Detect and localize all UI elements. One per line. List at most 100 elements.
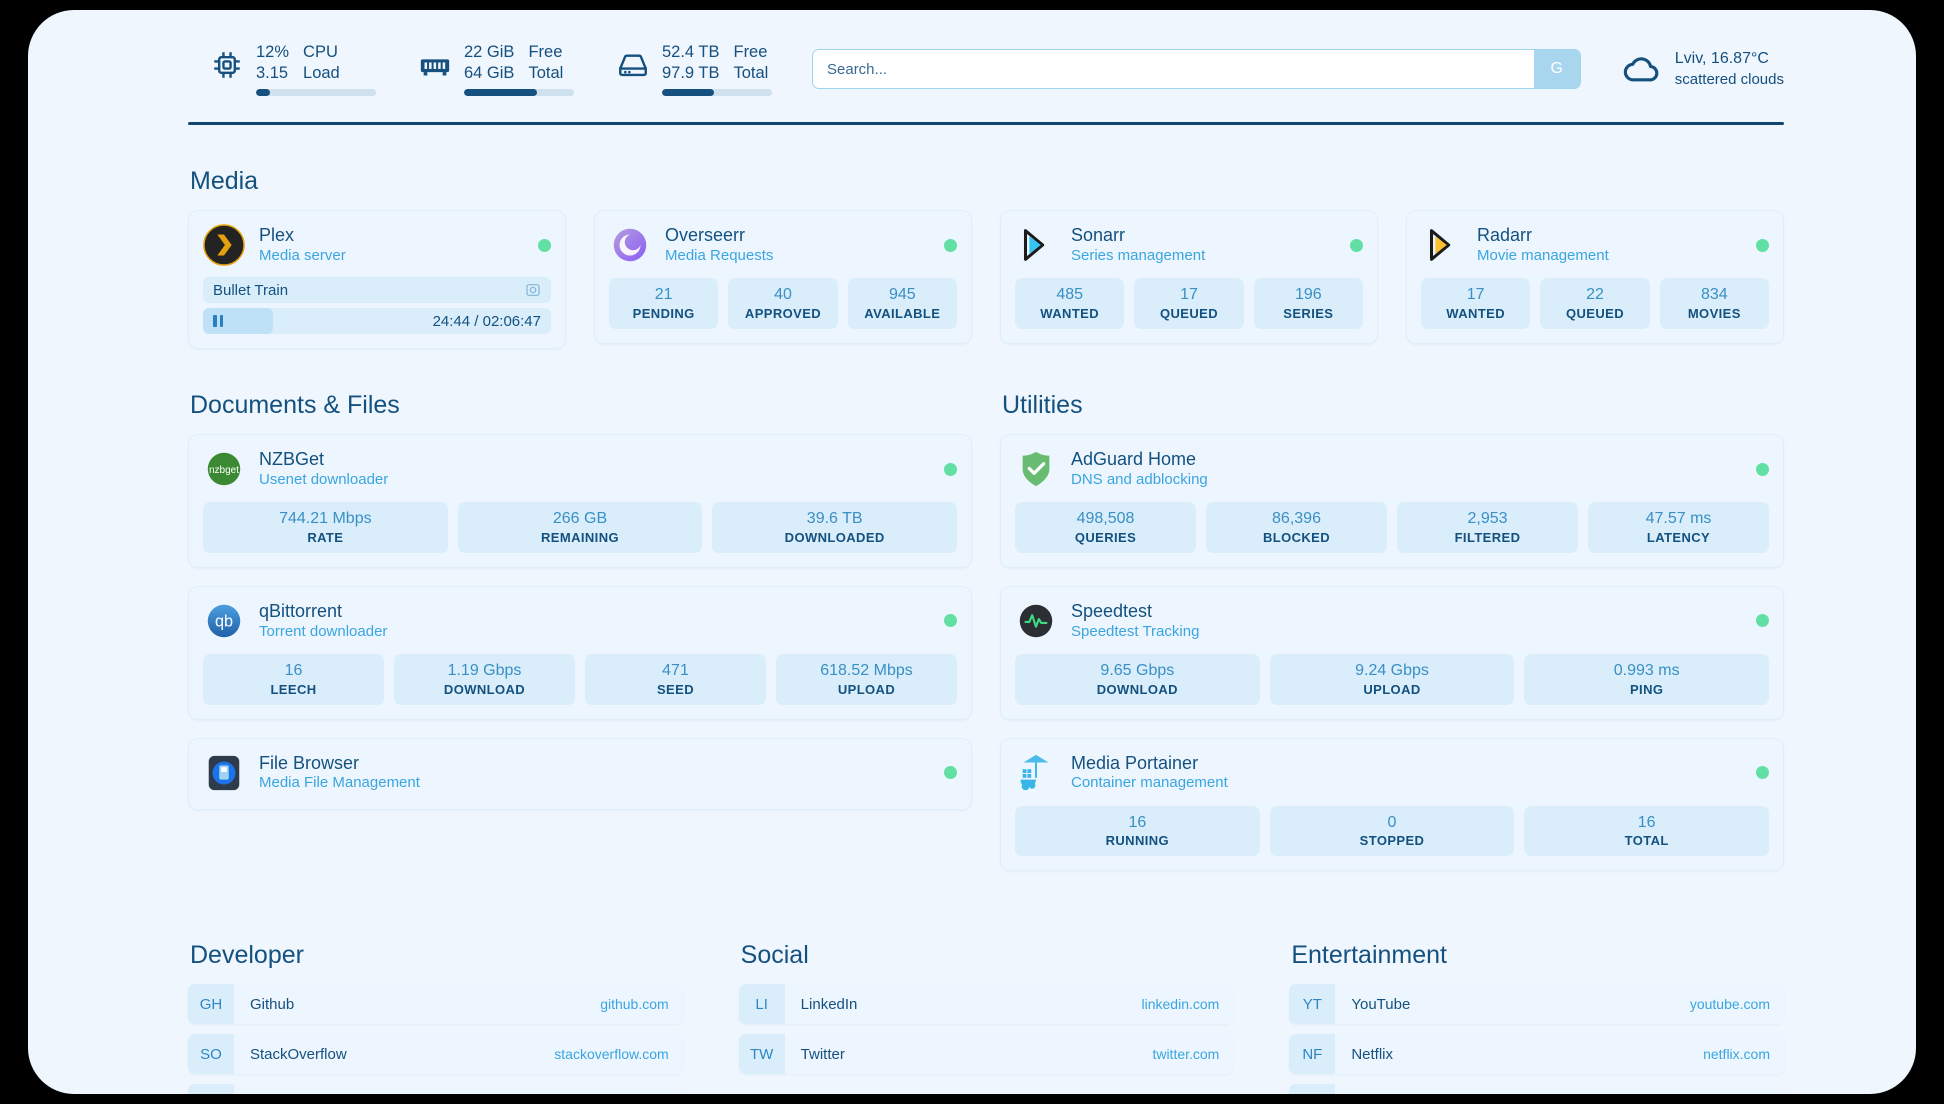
radarr-logo <box>1421 224 1463 266</box>
bookmark-item[interactable]: LI LinkedIn linkedin.com <box>738 984 1234 1025</box>
service-card-nzbget[interactable]: nzbget NZBGet Usenet downloader 744.21 M… <box>188 434 972 568</box>
bookmark-item[interactable]: RE Reddit reddit.com <box>1289 1084 1785 1094</box>
service-subtitle: Series management <box>1071 246 1206 264</box>
bookmark-abbr: SO <box>188 1034 234 1075</box>
section-title-media: Media <box>190 167 259 195</box>
bookmark-abbr: GH <box>188 984 234 1025</box>
stat-tile: 21 PENDING <box>609 278 719 329</box>
stat-value: 196 <box>1294 286 1322 303</box>
stat-tiles: 498,508 QUERIES 86,396 BLOCKED 2,953 FIL… <box>1015 502 1769 553</box>
stat-label: DOWNLOAD <box>443 681 526 697</box>
stat-tile: 40 APPROVED <box>728 278 838 329</box>
now-playing-row: Bullet Train <box>203 277 551 303</box>
pause-icon[interactable] <box>213 315 223 327</box>
bookmark-url: twitter.com <box>1152 1046 1220 1063</box>
bookmark-item[interactable]: SO StackOverflow stackoverflow.com <box>188 1034 683 1075</box>
service-card-file-browser[interactable]: File Browser Media File Management <box>188 737 972 810</box>
service-name: Overseerr <box>665 225 746 246</box>
filebrowser-logo <box>203 752 245 794</box>
stat-tile: 618.52 Mbps UPLOAD <box>776 653 957 705</box>
service-name: Media Portainer <box>1071 752 1199 773</box>
status-indicator-online <box>944 614 957 628</box>
stat-value: 16 <box>1128 813 1147 831</box>
nzbget-logo: nzbget <box>203 448 245 490</box>
service-card-adguard-home[interactable]: AdGuard Home DNS and adblocking 498,508 … <box>1000 434 1784 568</box>
stat-label: WANTED <box>1040 305 1100 321</box>
bookmark-item[interactable]: TW Twitter twitter.com <box>738 1034 1234 1075</box>
stat-label: RUNNING <box>1105 833 1170 849</box>
stat-value: 471 <box>662 661 689 679</box>
stat-label: BLOCKED <box>1262 529 1331 545</box>
bookmark-item[interactable]: YT YouTube youtube.com <box>1289 984 1785 1025</box>
memory-label-top: Free <box>528 42 563 61</box>
memory-icon <box>418 48 452 82</box>
stat-value: 485 <box>1056 286 1084 303</box>
stat-value: 40 <box>774 286 792 303</box>
stat-value: 498,508 <box>1076 510 1135 527</box>
stat-tiles: 16 LEECH 1.19 Gbps DOWNLOAD 471 SEED 6 <box>203 653 957 705</box>
disk-icon <box>616 48 650 82</box>
cast-icon[interactable] <box>525 282 541 298</box>
playback-progress-bar[interactable]: 24:44 / 02:06:47 <box>203 308 551 334</box>
stat-tile: 16 LEECH <box>203 653 384 705</box>
bookmark-item[interactable]: GH Github github.com <box>188 984 683 1025</box>
stat-label: FILTERED <box>1454 529 1521 545</box>
stat-label: REMAINING <box>541 529 619 545</box>
status-indicator-online <box>1756 766 1769 780</box>
service-card-speedtest[interactable]: Speedtest Speedtest Tracking 9.65 Gbps D… <box>1000 585 1784 720</box>
service-card-overseerr[interactable]: Overseerr Media Requests 21 PENDING 40 A… <box>594 210 972 344</box>
bookmark-url: linkedin.com <box>1141 996 1220 1013</box>
service-card-sonarr[interactable]: Sonarr Series management 485 WANTED 17 Q… <box>1000 210 1378 344</box>
search-input[interactable] <box>813 50 1534 88</box>
stat-label: SERIES <box>1283 305 1334 321</box>
stat-value: 618.52 Mbps <box>820 661 913 679</box>
service-card-plex[interactable]: Plex Media server Bullet Train <box>188 210 566 349</box>
bookmark-item[interactable]: DT DEV dev.to <box>188 1084 683 1094</box>
service-card-qbittorrent[interactable]: qb qBittorrent Torrent downloader 16 LEE… <box>188 585 972 720</box>
stat-value: 9.65 Gbps <box>1100 661 1175 679</box>
stat-value: 17 <box>1180 286 1198 303</box>
service-subtitle: Media Requests <box>665 246 774 264</box>
stat-label: PING <box>1629 681 1664 697</box>
resource-disk: 52.4 TB 97.9 TB Free Total <box>616 42 772 97</box>
stat-value: 17 <box>1466 286 1485 303</box>
bookmark-url: reddit.com <box>1705 1084 1784 1094</box>
stat-tile: 39.6 TB DOWNLOADED <box>712 502 958 553</box>
bookmark-url: youtube.com <box>1689 996 1771 1013</box>
stat-label: LATENCY <box>1646 529 1711 545</box>
stat-tile: 86,396 BLOCKED <box>1206 502 1387 553</box>
resource-cpu: 12% 3.15 CPU Load <box>210 42 376 97</box>
portainer-logo <box>1015 752 1057 794</box>
stat-tile: 744.21 Mbps RATE <box>203 502 448 553</box>
bookmark-abbr: RE <box>1289 1084 1336 1094</box>
service-card-radarr[interactable]: Radarr Movie management 17 WANTED 22 QUE… <box>1406 210 1784 344</box>
stat-tiles: 21 PENDING 40 APPROVED 945 AVAILABLE <box>609 278 957 329</box>
service-name: NZBGet <box>259 449 325 470</box>
bookmark-group-entertainment: Entertainment YT YouTube youtube.com NF … <box>1289 941 1785 1094</box>
stat-tile: 47.57 ms LATENCY <box>1588 502 1769 553</box>
stat-value: 16 <box>1637 813 1656 831</box>
service-card-media-portainer[interactable]: Media Portainer Container management 16 … <box>1000 737 1784 872</box>
bookmark-url: github.com <box>600 996 669 1013</box>
service-name: Plex <box>259 225 295 246</box>
cpu-usage-bar <box>256 89 376 97</box>
stat-tile: 17 QUEUED <box>1134 278 1244 329</box>
weather-widget[interactable]: Lviv, 16.87°C scattered clouds <box>1621 48 1784 90</box>
search-bar[interactable]: G <box>812 49 1581 89</box>
resource-memory: 22 GiB 64 GiB Free Total <box>418 42 574 97</box>
bookmark-item[interactable]: NF Netflix netflix.com <box>1289 1034 1785 1075</box>
stat-value: 39.6 TB <box>806 510 863 527</box>
stat-tile: 22 QUEUED <box>1540 278 1650 329</box>
stat-tile: 2,953 FILTERED <box>1397 502 1578 553</box>
service-subtitle: DNS and adblocking <box>1071 470 1208 488</box>
bookmark-name: Netflix <box>1351 1045 1394 1063</box>
weather-description: scattered clouds <box>1674 70 1784 88</box>
bookmark-group-title: Developer <box>190 941 304 970</box>
bookmark-abbr: LI <box>738 984 785 1025</box>
search-submit-button[interactable]: G <box>1533 50 1580 88</box>
bookmark-name: Github <box>250 995 295 1013</box>
service-subtitle: Torrent downloader <box>259 622 388 640</box>
stat-value: 2,953 <box>1467 510 1508 527</box>
disk-usage-bar <box>662 89 772 97</box>
stat-label: AVAILABLE <box>864 305 941 321</box>
